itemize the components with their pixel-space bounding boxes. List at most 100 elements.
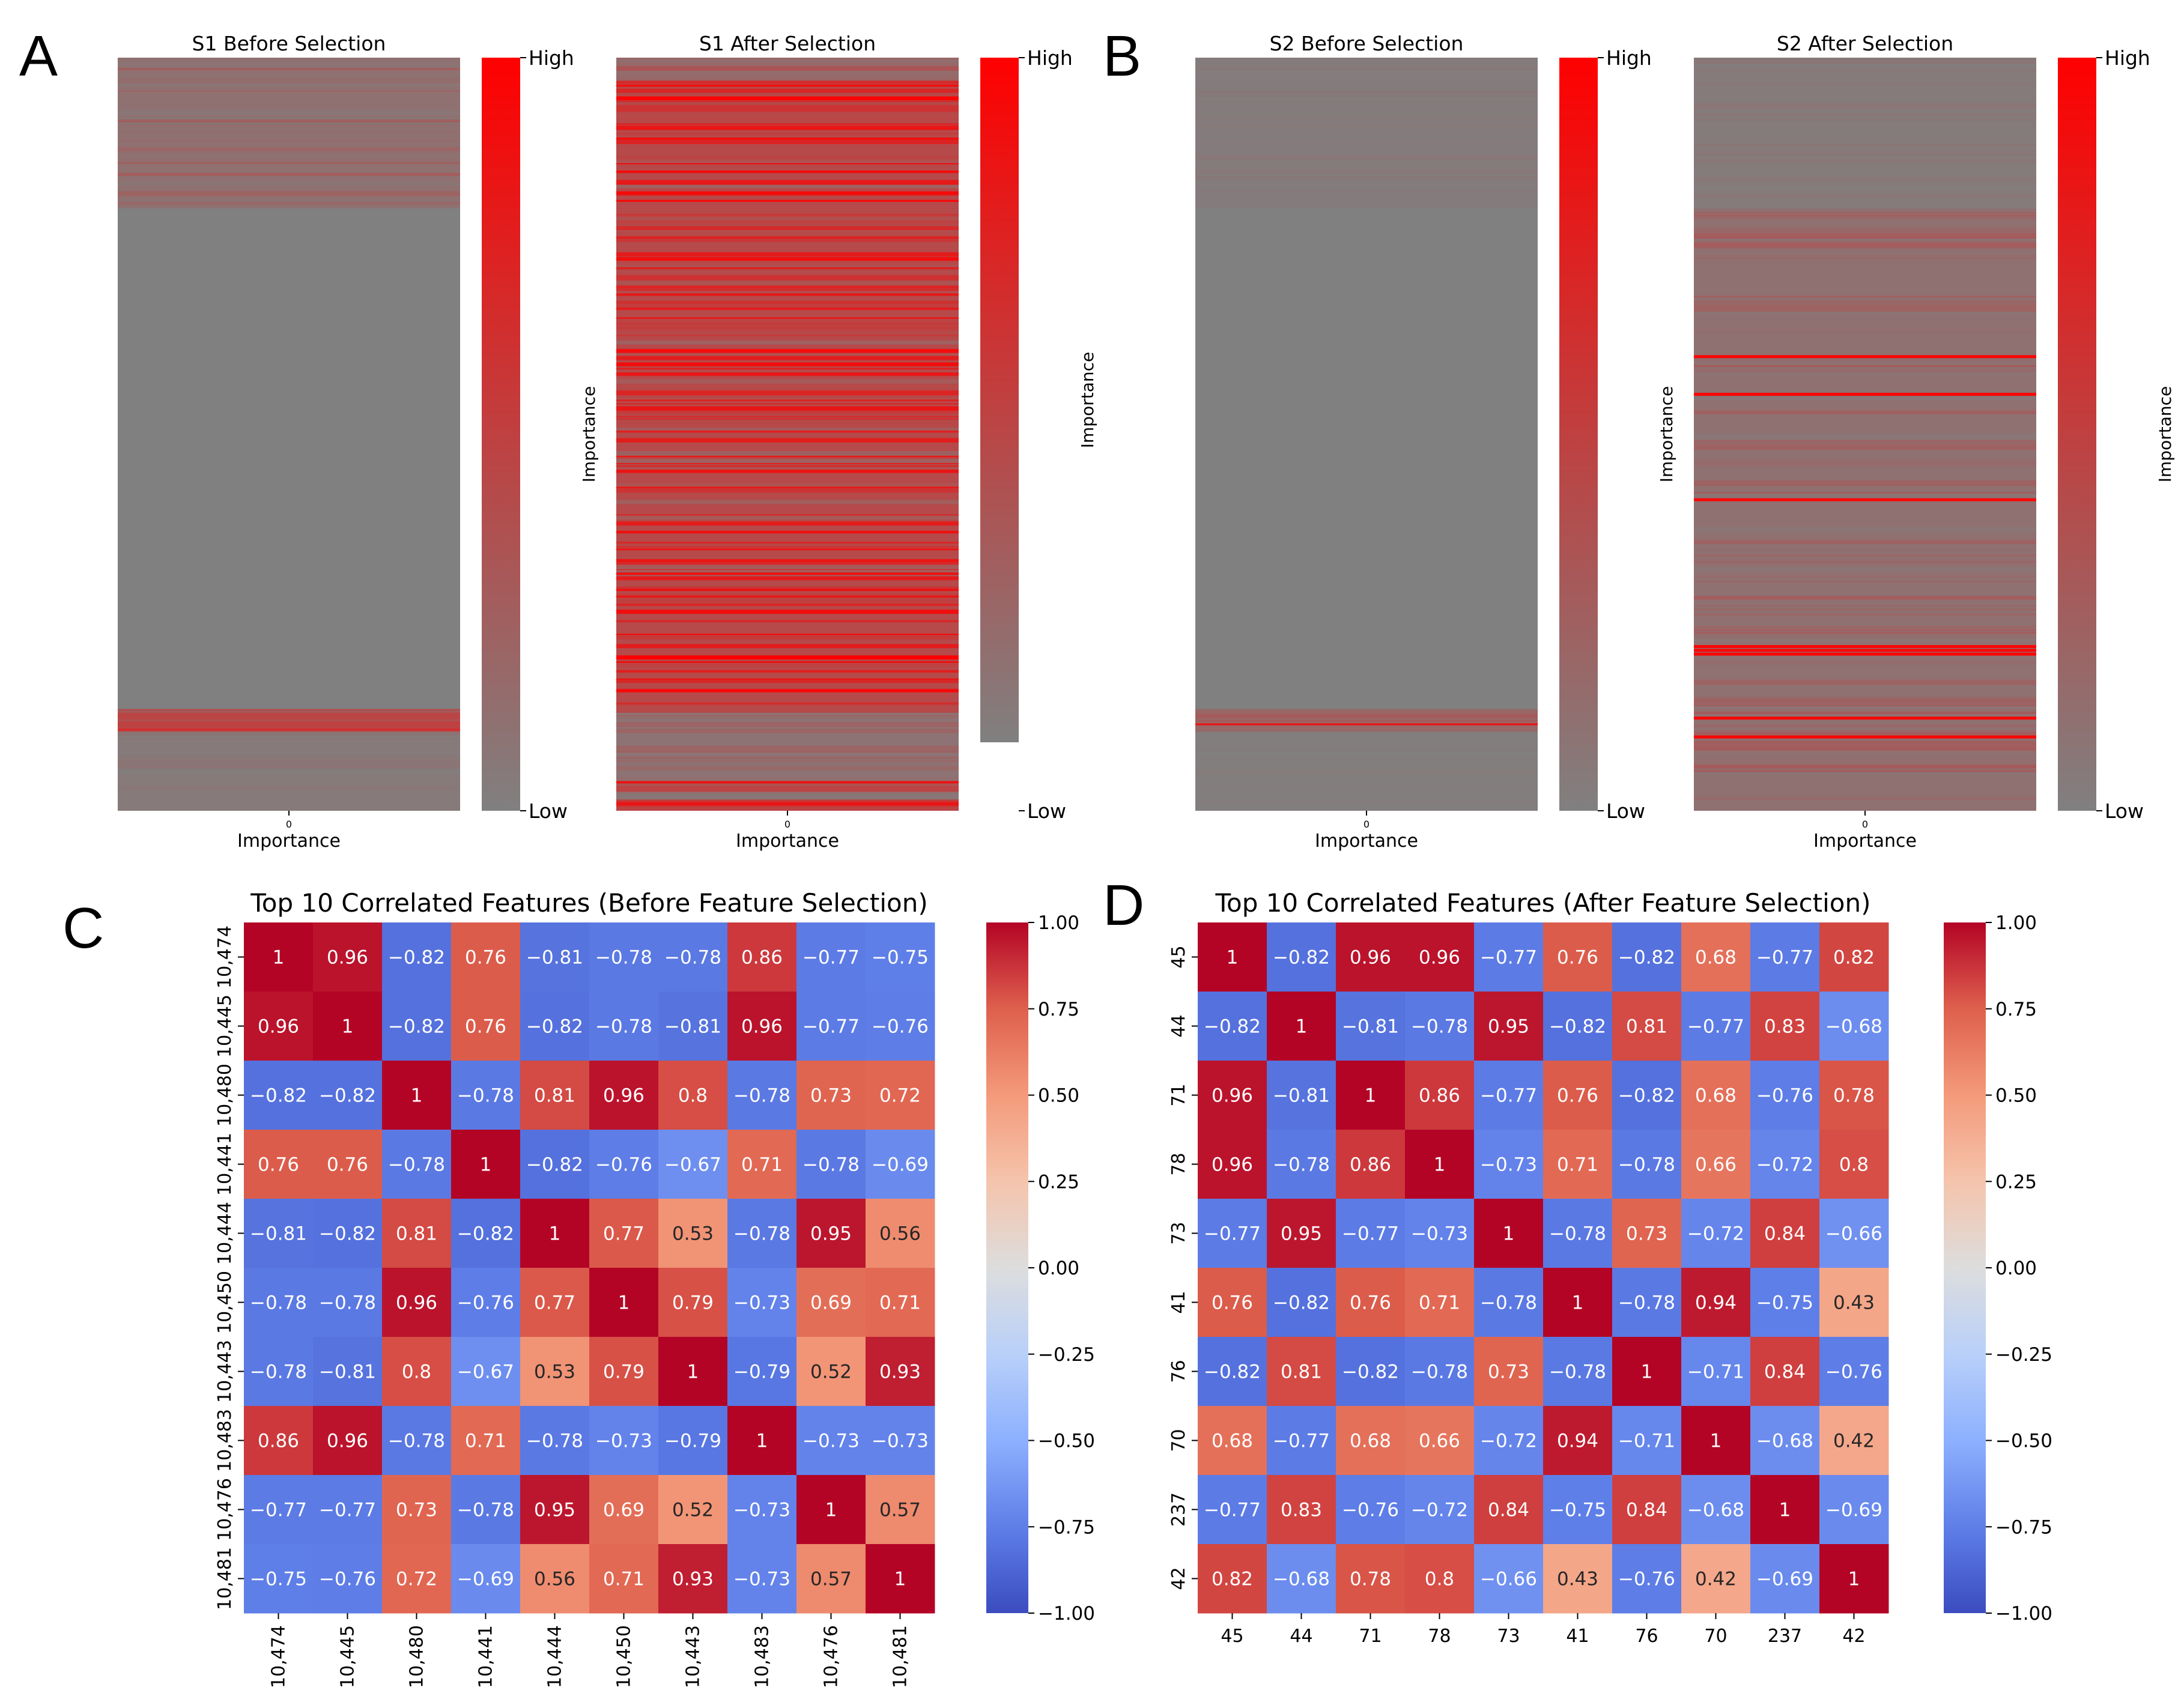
importance-row [616, 238, 959, 242]
correlation-after-heatmap: Top 10 Correlated Features (After Featur… [1168, 888, 2052, 1647]
importance-row [1694, 365, 2036, 368]
cell-value-label: 1 [411, 1085, 423, 1107]
heatmap-cell [520, 1061, 590, 1130]
heatmap-cell [382, 1544, 452, 1614]
cell-value-label: −0.76 [1618, 1569, 1675, 1590]
cell-value-label: −0.66 [1825, 1223, 1882, 1245]
cell-value-label: 0.96 [1419, 947, 1460, 969]
heatmap-cell [1267, 1337, 1336, 1407]
heatmap-cell [866, 992, 935, 1061]
heatmap-cell [1405, 1406, 1475, 1476]
importance-row [1195, 97, 1538, 101]
importance-row [616, 160, 959, 163]
importance-row [1195, 198, 1538, 201]
cell-value-label: 1 [618, 1292, 630, 1314]
heatmap-cell [658, 922, 728, 992]
importance-row [1694, 62, 2036, 64]
cell-value-label: 0.68 [1695, 947, 1737, 969]
colorbar-label: Importance [2155, 386, 2175, 482]
importance-row [1694, 661, 2036, 665]
importance-row [1694, 159, 2036, 163]
heatmap-cell [1336, 1268, 1406, 1337]
importance-row [1694, 261, 2036, 264]
importance-row [616, 545, 959, 550]
cell-value-label: −0.78 [595, 947, 652, 969]
importance-row [1694, 177, 2036, 182]
importance-row [1694, 772, 2036, 774]
importance-row [1694, 697, 2036, 698]
importance-row [1694, 498, 2036, 501]
heatmap-cell [727, 1268, 797, 1337]
cell-value-label: −0.78 [1549, 1361, 1606, 1383]
importance-row [616, 670, 959, 673]
colorbar-tick-label: −0.25 [1995, 1344, 2052, 1366]
heatmap-cell [520, 1475, 590, 1545]
importance-row [616, 335, 959, 336]
cell-value-label: 0.95 [534, 1500, 575, 1521]
cell-value-label: −0.78 [250, 1361, 307, 1383]
importance-row [616, 236, 959, 239]
importance-row [118, 117, 460, 122]
cell-value-label: −0.82 [388, 1016, 445, 1038]
importance-row [616, 541, 959, 544]
importance-row [1694, 229, 2036, 234]
heatmap-cell [313, 1268, 383, 1337]
cell-value-label: 0.8 [1425, 1569, 1454, 1590]
heatmap-cell [1474, 1130, 1544, 1199]
importance-row [1694, 638, 2036, 642]
heatmap-cell [1405, 992, 1475, 1061]
heatmap-cell [727, 1475, 797, 1545]
y-tick-label: 10,444 [214, 1202, 235, 1265]
importance-row [1694, 304, 2036, 307]
heatmap-cell [1405, 1337, 1475, 1407]
y-tick-label: 10,450 [214, 1271, 235, 1334]
heatmap-cell [1198, 1475, 1267, 1545]
colorbar-low-label: Low [1027, 799, 1066, 823]
heatmap-cell [1750, 1475, 1820, 1545]
heatmap-cell [1612, 1337, 1682, 1407]
cell-value-label: 1 [549, 1223, 561, 1245]
cell-value-label: 0.81 [1626, 1016, 1667, 1038]
heatmap-cell [1750, 992, 1820, 1061]
importance-row [616, 784, 959, 786]
importance-row [1694, 462, 2036, 467]
importance-row [1694, 359, 2036, 361]
heatmap-cell [866, 1544, 935, 1614]
heatmap-cell [1474, 1337, 1544, 1407]
importance-row [1694, 113, 2036, 115]
importance-row [1694, 311, 2036, 314]
importance-row [616, 89, 959, 93]
importance-row [616, 575, 959, 577]
heatmap-cell [1543, 1199, 1613, 1268]
importance-row [118, 132, 460, 134]
importance-row [616, 514, 959, 516]
importance-row [1694, 665, 2036, 667]
importance-row [1195, 723, 1538, 725]
importance-row [616, 620, 959, 623]
cell-value-label: −0.78 [733, 1085, 790, 1107]
cell-value-label: 1 [756, 1431, 768, 1452]
importance-row [616, 781, 959, 783]
importance-row [118, 769, 460, 774]
importance-row [1694, 731, 2036, 736]
importance-row [616, 406, 959, 411]
cell-value-label: −0.75 [1756, 1292, 1813, 1314]
importance-row [616, 281, 959, 285]
cell-value-label: 0.8 [678, 1085, 708, 1107]
importance-row [1694, 194, 2036, 198]
heatmap-cell [1612, 1061, 1682, 1130]
importance-row [1694, 458, 2036, 461]
importance-row [616, 655, 959, 660]
cell-value-label: 0.76 [465, 1016, 506, 1038]
importance-row [616, 572, 959, 575]
cell-value-label: −0.81 [526, 947, 583, 969]
heatmap-cell [1405, 1061, 1475, 1130]
heatmap-cell [1543, 1268, 1613, 1337]
importance-row [616, 285, 959, 288]
importance-row [1694, 716, 2036, 720]
heatmap-cell [1750, 1061, 1820, 1130]
importance-row [616, 609, 959, 614]
importance-row [1195, 735, 1538, 738]
panel-label-b: B [1103, 24, 1141, 88]
importance-row [616, 662, 959, 668]
